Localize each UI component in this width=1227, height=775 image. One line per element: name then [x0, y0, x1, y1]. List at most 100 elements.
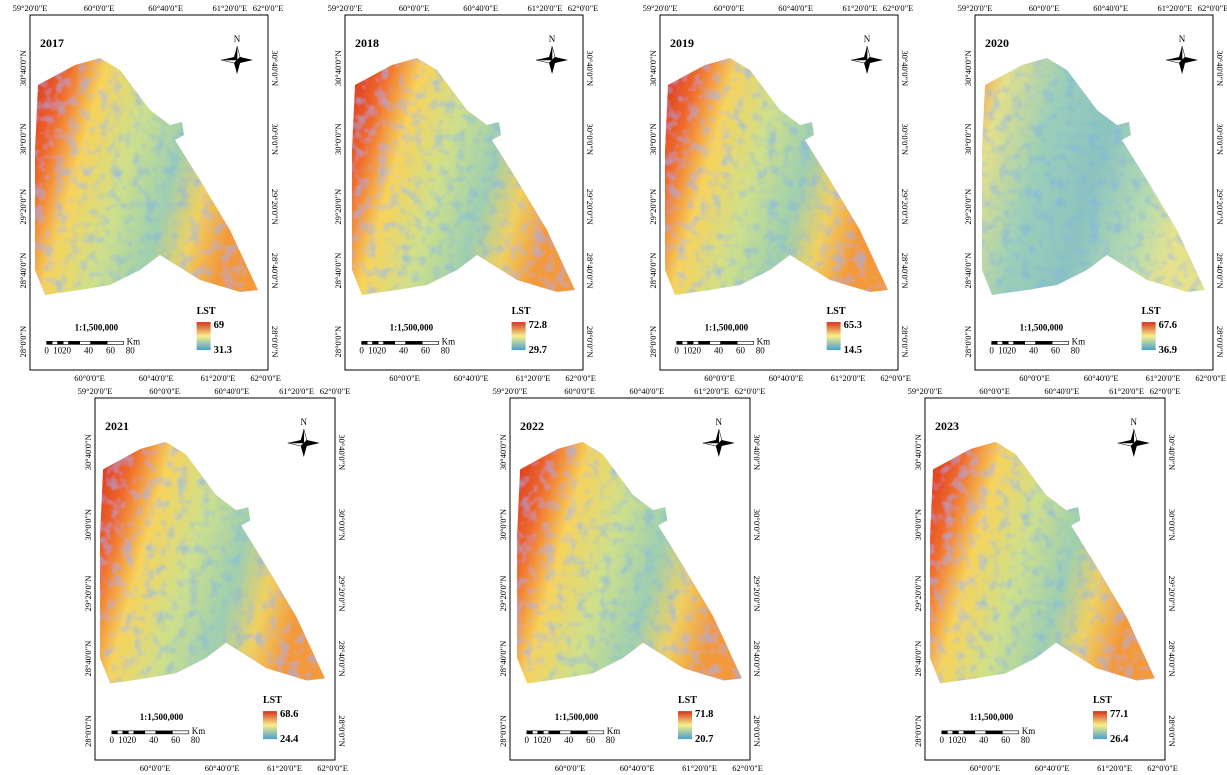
scale-segment: [172, 730, 190, 735]
north-label: N: [1131, 417, 1138, 427]
top-tick-label: 61°20'0"E: [527, 3, 562, 13]
left-tick-label: 29°20'0"N: [963, 189, 973, 225]
north-arrow-light: [287, 428, 308, 447]
right-tick-label: 30°0'0"N: [752, 509, 762, 541]
scale-segment: [46, 341, 53, 345]
scale-segment: [698, 341, 710, 345]
right-tick-label: 29°20'0"N: [337, 576, 347, 612]
left-tick-label: 28°0'0"N: [83, 715, 93, 747]
scale-segment: [957, 730, 965, 735]
legend-colorbar: [1141, 322, 1156, 351]
scale-tick-label: 0: [989, 345, 994, 355]
top-tick-label: 62°0'0"E: [1198, 3, 1227, 13]
right-tick-label: 28°0'0"N: [900, 326, 910, 358]
scale-tick-label: 0: [359, 345, 364, 355]
scale-segment: [736, 341, 754, 345]
right-tick-label: 30°40'0"N: [1215, 50, 1225, 86]
top-tick-label: 60°40'0"E: [778, 3, 813, 13]
bottom-tick-label: 61°20'0"E: [1097, 763, 1132, 773]
legend-title: LST: [197, 306, 216, 317]
scale-tick-label: 40: [979, 735, 989, 745]
panel-year: 2018: [355, 36, 379, 50]
right-tick-label: 28°40'0"N: [1167, 641, 1177, 677]
legend-colorbar: [196, 322, 211, 351]
bottom-tick-label: 62°0'0"E: [880, 373, 911, 383]
scale-tick-label: 20: [542, 735, 552, 745]
top-tick-label: 60°0'0"E: [564, 386, 595, 396]
top-tick-label: 59°20'0"E: [643, 3, 678, 13]
scale-segment: [570, 730, 588, 735]
scale-tick-label: 80: [441, 345, 451, 355]
left-tick-label: 28°40'0"N: [963, 253, 973, 289]
bottom-tick-label: 60°0'0"E: [704, 373, 735, 383]
right-tick-label: 28°40'0"N: [585, 253, 595, 289]
left-tick-label: 29°20'0"N: [913, 576, 923, 612]
left-tick-label: 28°0'0"N: [648, 326, 658, 358]
scale-ratio: 1:1,500,000: [555, 712, 599, 722]
top-tick-label: 62°0'0"E: [735, 386, 766, 396]
bottom-tick-label: 62°0'0"E: [565, 373, 596, 383]
bottom-tick-label: 61°20'0"E: [267, 763, 302, 773]
scale-segment: [720, 341, 738, 345]
scale-ratio: 1:1,500,000: [140, 712, 184, 722]
scale-tick-label: 10: [998, 345, 1008, 355]
scale-tick-label: 10: [533, 735, 543, 745]
scale-tick-label: 20: [62, 345, 72, 355]
bottom-tick-label: 61°20'0"E: [201, 373, 236, 383]
right-tick-label: 30°40'0"N: [270, 50, 280, 86]
bottom-tick-label: 60°40'0"E: [1035, 763, 1070, 773]
right-tick-label: 28°0'0"N: [270, 326, 280, 358]
panel-year: 2019: [670, 36, 694, 50]
scale-segment: [1013, 341, 1025, 345]
legend-colorbar: [826, 322, 841, 351]
bottom-tick-label: 60°40'0"E: [139, 373, 174, 383]
scale-tick-label: 60: [106, 345, 116, 355]
right-tick-label: 30°40'0"N: [337, 434, 347, 470]
top-tick-label: 61°20'0"E: [212, 3, 247, 13]
map-panel: 2020 59°20'0"E 60°0'0"E 60°40'0"E 61°20'0"E 6…: [958, 3, 1227, 383]
bottom-tick-label: 60°0'0"E: [970, 763, 1001, 773]
north-label: N: [864, 34, 871, 44]
panel-year: 2017: [40, 36, 64, 50]
bottom-tick-label: 60°40'0"E: [205, 763, 240, 773]
top-tick-label: 60°40'0"E: [1093, 3, 1128, 13]
north-arrow-light: [221, 45, 241, 64]
scale-segment: [1002, 341, 1009, 345]
legend-max: 65.3: [844, 320, 862, 331]
top-tick-label: 62°0'0"E: [1150, 386, 1181, 396]
top-tick-label: 62°0'0"E: [568, 3, 599, 13]
legend-min: 31.3: [214, 345, 232, 356]
top-tick-label: 60°40'0"E: [463, 3, 498, 13]
scale-segment: [991, 341, 998, 345]
left-tick-label: 30°40'0"N: [963, 50, 973, 86]
scale-tick-label: 0: [940, 735, 945, 745]
left-tick-label: 28°40'0"N: [333, 253, 343, 289]
top-tick-label: 59°20'0"E: [13, 3, 48, 13]
top-tick-label: 61°20'0"E: [1157, 3, 1192, 13]
scale-segment: [1007, 341, 1014, 345]
north-arrow-light: [1117, 428, 1138, 447]
scale-segment: [681, 341, 688, 345]
top-tick-label: 60°40'0"E: [148, 3, 183, 13]
scale-segment: [709, 341, 721, 345]
north-arrow-light: [536, 45, 556, 64]
scale-segment: [405, 341, 423, 345]
legend-title: LST: [263, 695, 282, 706]
scale-unit: Km: [607, 726, 621, 736]
scale-segment: [79, 341, 91, 345]
right-tick-label: 28°40'0"N: [337, 641, 347, 677]
north-label: N: [1179, 34, 1186, 44]
left-tick-label: 30°40'0"N: [913, 434, 923, 470]
left-tick-label: 29°20'0"N: [498, 576, 508, 612]
top-tick-label: 59°20'0"E: [908, 386, 943, 396]
scale-segment: [383, 341, 395, 345]
top-tick-label: 62°0'0"E: [320, 386, 351, 396]
left-tick-label: 28°40'0"N: [18, 253, 28, 289]
scale-tick-label: 40: [149, 735, 159, 745]
bottom-tick-label: 60°0'0"E: [74, 373, 105, 383]
scale-segment: [68, 341, 80, 345]
north-arrow-light: [851, 45, 871, 64]
study-area: [930, 441, 1155, 684]
scale-ratio: 1:1,500,000: [970, 712, 1014, 722]
